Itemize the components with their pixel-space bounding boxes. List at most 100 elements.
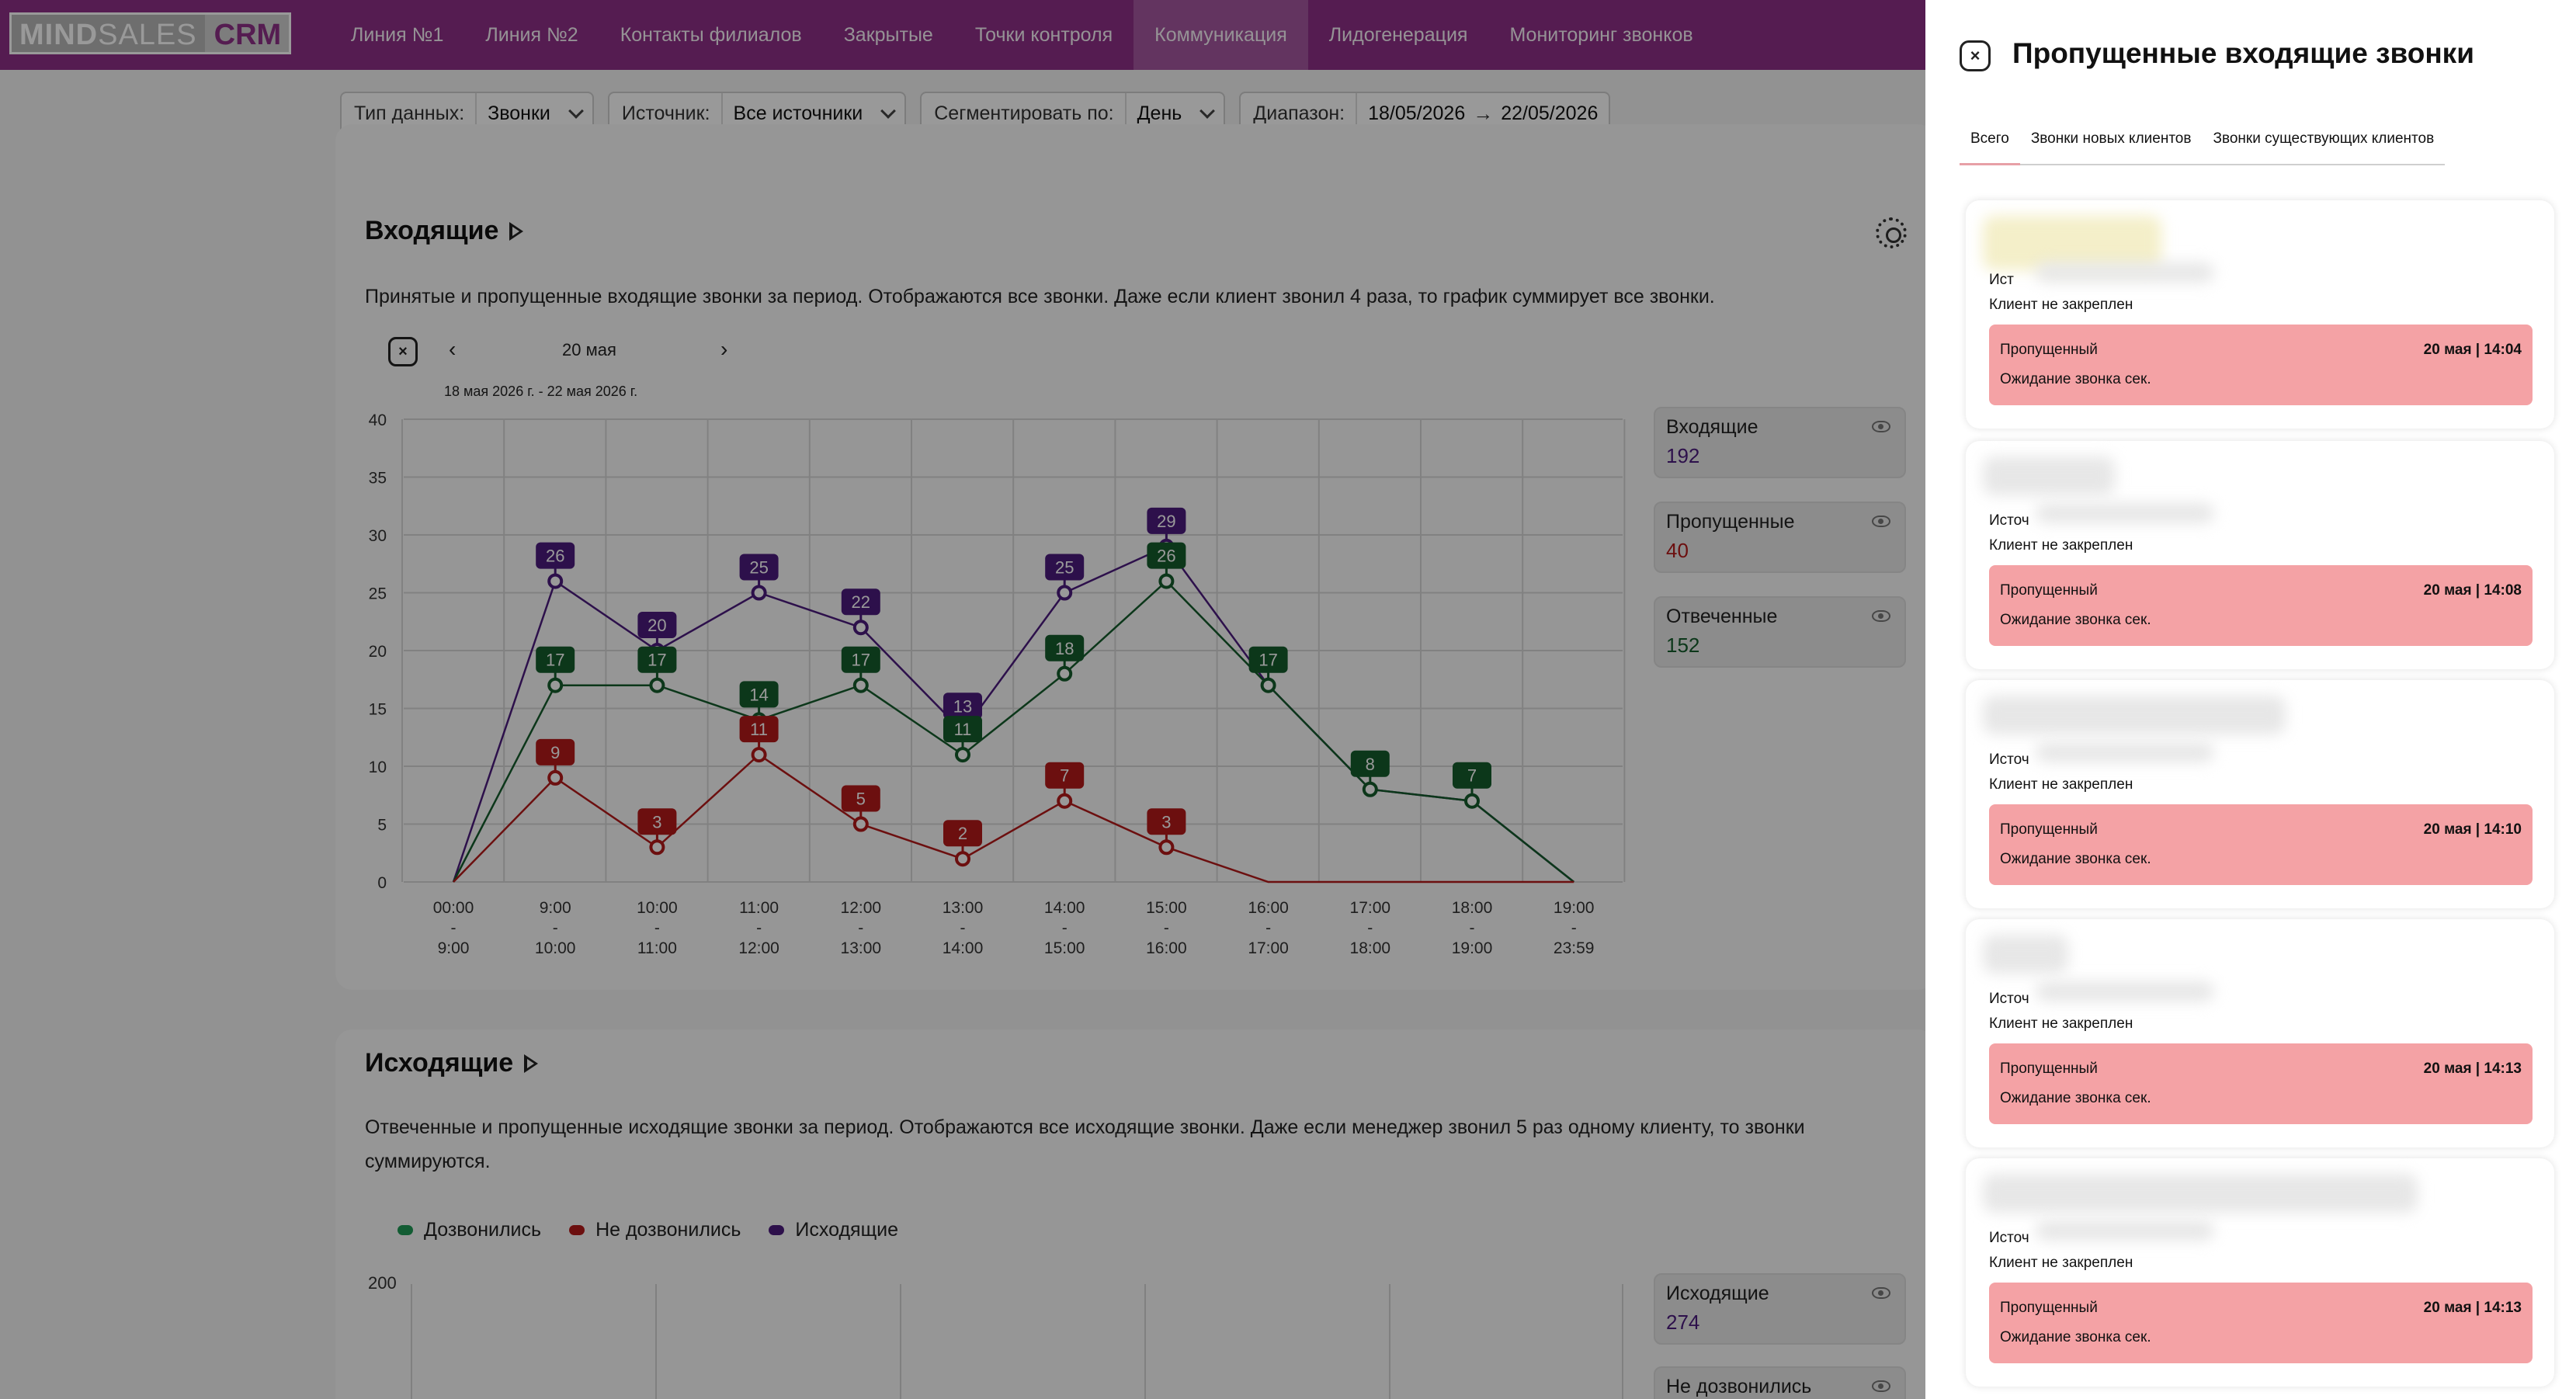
- legend-name-incoming: Входящие: [1666, 416, 1758, 438]
- incoming-title-text: Входящие: [365, 216, 499, 245]
- brand-logo[interactable]: MINDSALES CRM: [9, 12, 292, 54]
- play-icon[interactable]: [522, 1054, 540, 1073]
- call-card[interactable]: Источ Клиент не закреплен Пропущенный 20 ма…: [1966, 1158, 2554, 1387]
- data-point: [1057, 793, 1073, 809]
- eye-icon[interactable]: [1872, 1287, 1890, 1299]
- legend-name-missed: Пропущенные: [1666, 511, 1795, 533]
- call-source: Источ: [1989, 1230, 2029, 1246]
- data-point: [852, 677, 869, 693]
- call-status: Пропущенный: [2000, 1061, 2098, 1077]
- y-tick-label: 20: [369, 643, 387, 661]
- nav-item-communication[interactable]: Коммуникация: [1134, 0, 1308, 70]
- legend-value-outgoing: 274: [1666, 1310, 1700, 1334]
- data-point: [1158, 839, 1175, 856]
- eye-icon[interactable]: [1872, 516, 1890, 527]
- close-icon[interactable]: ×: [388, 337, 418, 366]
- segment-text: День: [1137, 102, 1182, 124]
- data-label: 11: [954, 720, 972, 739]
- logo-mindsales: MINDSALES: [12, 15, 205, 52]
- data-label: 17: [1258, 651, 1277, 670]
- eye-icon[interactable]: [1872, 610, 1890, 622]
- call-status-box: Пропущенный 20 мая | 14:08 Ожидание звонка…: [1989, 565, 2533, 646]
- gear-icon[interactable]: [1876, 217, 1907, 248]
- chevron-right-icon[interactable]: ›: [720, 337, 728, 361]
- call-source: Источ: [1989, 512, 2029, 529]
- legend-item-reached[interactable]: Дозвонились: [398, 1219, 541, 1241]
- legend-item-outgoing[interactable]: Исходящие: [769, 1219, 898, 1241]
- call-card[interactable]: Источ Клиент не закреплен Пропущенный 20 ма…: [1966, 919, 2554, 1147]
- y-tick-label: 10: [369, 759, 387, 776]
- legend-name-not-reached: Не дозвонились: [1666, 1376, 1812, 1397]
- data-label-box: [841, 588, 880, 616]
- segment-value: День: [1127, 102, 1224, 125]
- data-label: 7: [1060, 766, 1069, 786]
- data-label-box: [943, 693, 982, 720]
- panel-title: Пропущенные входящие звонки: [2012, 37, 2474, 69]
- data-label: 17: [546, 651, 564, 670]
- eye-icon[interactable]: [1872, 421, 1890, 432]
- x-tick-label: 19:00: [1452, 939, 1493, 957]
- tab-all[interactable]: Всего: [1960, 130, 2020, 165]
- outgoing-title: Исходящие: [365, 1048, 540, 1078]
- x-tick-label: 18:00: [1350, 939, 1391, 957]
- call-card[interactable]: Источ Клиент не закреплен Пропущенный 20 ма…: [1966, 441, 2554, 669]
- data-label: 29: [1157, 512, 1175, 531]
- x-tick-label: 17:00: [1248, 939, 1289, 957]
- data-label-box: [841, 785, 880, 812]
- data-label: 18: [1055, 639, 1074, 658]
- legend-value-answered: 152: [1666, 634, 1700, 657]
- blurred-source-value: [2036, 503, 2214, 523]
- eye-icon[interactable]: [1872, 1380, 1890, 1392]
- chevron-left-icon[interactable]: ‹: [449, 337, 457, 361]
- nav-menu: Линия №1 Линия №2 Контакты филиалов Закр…: [330, 0, 1714, 70]
- x-tick-separator: -: [553, 919, 558, 937]
- nav-item-closed[interactable]: Закрытые: [843, 24, 933, 46]
- data-point: [1158, 573, 1175, 589]
- blurred-client-name: [1983, 216, 2161, 270]
- call-status-box: Пропущенный 20 мая | 14:10 Ожидание звонка…: [1989, 804, 2533, 885]
- call-wait: Ожидание звонка сек.: [2000, 1090, 2151, 1106]
- legend-dot: [398, 1225, 413, 1235]
- call-client: Клиент не закреплен: [1989, 776, 2133, 793]
- call-card[interactable]: Источ Клиент не закреплен Пропущенный 20 ма…: [1966, 680, 2554, 908]
- tab-existing-clients[interactable]: Звонки существующих клиентов: [2213, 130, 2435, 147]
- nav-item-leadgen[interactable]: Лидогенерация: [1328, 24, 1468, 46]
- play-icon[interactable]: [508, 221, 525, 241]
- legend-label: Не дозвонились: [595, 1219, 741, 1241]
- call-client: Клиент не закреплен: [1989, 297, 2133, 313]
- modal-backdrop[interactable]: [0, 0, 1925, 1399]
- nav-item-branch-contacts[interactable]: Контакты филиалов: [620, 24, 802, 46]
- x-tick-separator: -: [1367, 919, 1373, 937]
- y-tick-label: 5: [377, 817, 387, 835]
- data-label-box: [536, 738, 575, 765]
- nav-item-line1[interactable]: Линия №1: [351, 24, 444, 46]
- source-label: Источник:: [609, 93, 723, 134]
- x-tick-separator: -: [451, 919, 457, 937]
- y-tick-label: 25: [369, 585, 387, 603]
- data-label-box: [637, 808, 677, 835]
- legend-item-not-reached[interactable]: Не дозвонились: [569, 1219, 741, 1241]
- x-tick-label: 12:00: [841, 899, 882, 917]
- tab-new-clients[interactable]: Звонки новых клиентов: [2030, 130, 2192, 147]
- x-tick-separator: -: [1062, 919, 1068, 937]
- data-label: 8: [1366, 755, 1375, 774]
- call-card[interactable]: Ист Клиент не закреплен Пропущенный 20 мая …: [1966, 200, 2554, 429]
- close-icon[interactable]: ×: [1960, 40, 1991, 71]
- data-type-text: Звонки: [488, 102, 550, 124]
- call-client: Клиент не закреплен: [1989, 537, 2133, 554]
- data-label: 17: [647, 651, 666, 670]
- nav-item-checkpoints[interactable]: Точки контроля: [974, 24, 1113, 46]
- incoming-description: Принятые и пропущенные входящие звонки з…: [365, 286, 1715, 307]
- logo-crm: CRM: [204, 15, 290, 52]
- nav-item-call-monitoring[interactable]: Мониторинг звонков: [1509, 24, 1693, 46]
- x-tick-separator: -: [1470, 919, 1475, 937]
- chart-nav-date: 20 мая: [562, 340, 616, 359]
- legend-card-outgoing: Исходящие 274: [1654, 1273, 1906, 1345]
- x-tick-label: 12:00: [738, 939, 779, 957]
- nav-item-line2[interactable]: Линия №2: [485, 24, 578, 46]
- range-value: 18/05/2026 → 22/05/2026: [1357, 102, 1609, 126]
- data-label: 3: [652, 812, 661, 831]
- x-tick-separator: -: [1571, 919, 1577, 937]
- legend-value-missed: 40: [1666, 539, 1689, 562]
- incoming-line-chart: 051015202530354000:00-9:009:00-10:0010:0…: [369, 411, 1626, 957]
